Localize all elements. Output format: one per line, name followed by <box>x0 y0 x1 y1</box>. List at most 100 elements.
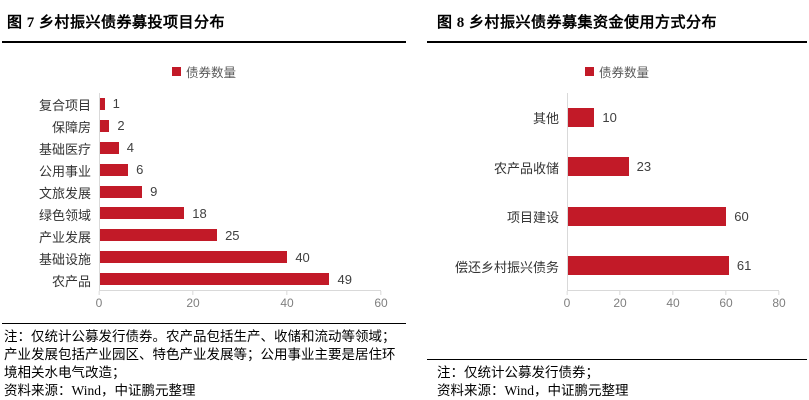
legend-swatch-icon <box>171 66 181 76</box>
figure-7: 图 7 乡村振兴债券募投项目分布 债券数量 复合项目保障房基础医疗公用事业文旅发… <box>2 2 406 400</box>
figure-8-title: 图 8 乡村振兴债券募集资金使用方式分布 <box>437 15 718 31</box>
value-label: 6 <box>136 162 144 178</box>
bar <box>568 206 727 226</box>
category-label: 产业发展 <box>38 229 91 245</box>
bar <box>100 251 288 264</box>
x-tick: 20 <box>186 291 200 310</box>
bar-plot: 10 23 60 61 <box>567 93 779 291</box>
figure-8-chart: 债券数量 其他 农产品收储 项目建设 偿还乡村振兴债务 10 23 60 61 0 20 40 6… <box>427 43 807 313</box>
figure-8-note: 注：仅统计公募发行债券； <box>437 365 599 380</box>
figure-7-note: 注：仅统计公募发行债券。农产品包括生产、收储和流动等领域；产业发展包括产业园区、… <box>4 329 396 380</box>
x-tick-label: 80 <box>772 296 786 310</box>
x-tick-label: 0 <box>95 296 103 310</box>
figure-7-notes: 注：仅统计公募发行债券。农产品包括生产、收储和流动等领域；产业发展包括产业园区、… <box>2 324 406 400</box>
figure-7-legend: 债券数量 <box>2 63 406 80</box>
figure-7-bottom-divider <box>2 323 406 324</box>
x-tick-mark <box>380 291 382 295</box>
category-axis: 复合项目保障房基础医疗公用事业文旅发展绿色领域产业发展基础设施农产品 <box>2 93 99 291</box>
x-axis-labels: 0 20 40 60 <box>95 291 388 313</box>
bar-row: 18 <box>100 202 381 224</box>
figure-7-title-divider <box>2 41 406 43</box>
bar <box>100 141 119 154</box>
value-label: 40 <box>295 249 310 265</box>
x-tick-mark <box>619 291 621 295</box>
category-label: 复合项目 <box>38 97 91 113</box>
bar-row: 9 <box>100 181 381 203</box>
value-label: 25 <box>225 227 240 243</box>
x-tick: 40 <box>666 291 680 310</box>
bar-row: 61 <box>568 241 779 290</box>
category-label: 绿色领域 <box>38 207 91 223</box>
x-tick: 0 <box>563 291 571 310</box>
figure-8-legend: 债券数量 <box>427 63 807 80</box>
category-label: 偿还乡村振兴债务 <box>454 259 559 275</box>
category-label: 文旅发展 <box>38 185 91 201</box>
category-axis: 其他农产品收储项目建设偿还乡村振兴债务 <box>427 93 567 291</box>
bar-row: 10 <box>568 93 779 142</box>
legend-label: 债券数量 <box>185 65 236 80</box>
x-tick-mark <box>286 291 288 295</box>
figure-8-source: 资料来源：Wind，中证鹏元整理 <box>437 383 629 398</box>
figure-7-source: 资料来源：Wind，中证鹏元整理 <box>4 383 196 398</box>
bar-row: 1 <box>100 93 381 115</box>
value-label: 49 <box>337 271 352 287</box>
value-label: 2 <box>117 118 125 134</box>
bar <box>100 163 129 176</box>
x-tick-label: 60 <box>374 296 388 310</box>
bar-plot: 1 2 4 6 9 18 25 40 49 <box>99 93 381 291</box>
x-tick: 60 <box>374 291 388 310</box>
x-tick-label: 40 <box>280 296 294 310</box>
x-tick: 60 <box>719 291 733 310</box>
bar-row: 23 <box>568 142 779 191</box>
bar <box>568 255 729 275</box>
x-tick-mark <box>672 291 674 295</box>
figure-8-bottom-divider <box>427 359 807 360</box>
bar <box>100 229 218 242</box>
category-label: 农产品收储 <box>493 160 559 176</box>
x-tick-mark <box>725 291 727 295</box>
value-label: 23 <box>636 159 652 175</box>
bar <box>100 119 110 132</box>
bar <box>568 157 629 177</box>
bar-row: 49 <box>100 268 381 290</box>
value-label: 60 <box>734 208 749 224</box>
value-label: 9 <box>150 184 158 199</box>
category-label: 基础设施 <box>38 251 91 267</box>
category-label: 项目建设 <box>506 210 559 226</box>
spacer <box>2 313 406 323</box>
bar-row: 4 <box>100 137 381 159</box>
category-label: 其他 <box>532 111 559 127</box>
x-tick: 0 <box>95 291 103 310</box>
x-tick-label: 20 <box>186 296 200 310</box>
figure-8-plot-area: 其他农产品收储项目建设偿还乡村振兴债务 10 23 60 61 <box>427 93 807 291</box>
category-label: 保障房 <box>51 119 91 135</box>
x-tick: 40 <box>280 291 294 310</box>
x-tick-mark <box>566 291 568 295</box>
figure-7-chart: 债券数量 复合项目 保障房 基础医疗 公用事业 文旅发展 绿色领域 产业发展 基础设施 农产品 … <box>2 43 406 313</box>
x-tick-mark <box>192 291 194 295</box>
figure-8-notes: 注：仅统计公募发行债券； 资料来源：Wind，中证鹏元整理 <box>427 360 807 400</box>
figure-7-title: 图 7 乡村振兴债券募投项目分布 <box>7 15 226 31</box>
bar <box>100 273 330 286</box>
x-tick: 80 <box>772 291 786 310</box>
bar-row: 2 <box>100 115 381 137</box>
x-tick-label: 60 <box>719 296 733 310</box>
bar-row: 25 <box>100 224 381 246</box>
bar-row: 6 <box>100 159 381 181</box>
bar <box>568 108 595 128</box>
category-label: 公用事业 <box>38 163 91 179</box>
value-label: 18 <box>192 205 207 221</box>
bar <box>100 207 185 220</box>
legend-label: 债券数量 <box>598 65 649 80</box>
x-tick-label: 0 <box>563 296 571 310</box>
bar <box>100 185 143 198</box>
figure-8: 图 8 乡村振兴债券募集资金使用方式分布 债券数量 其他农产品收储项目建设偿还乡… <box>427 2 807 400</box>
figure-8-title-divider <box>427 41 807 43</box>
bar-row: 60 <box>568 192 779 241</box>
x-tick-mark <box>98 291 100 295</box>
value-label: 10 <box>602 110 617 126</box>
value-label: 61 <box>736 257 752 273</box>
x-axis-labels: 0 20 40 60 80 <box>563 291 786 313</box>
category-label: 农产品 <box>51 273 91 289</box>
category-label: 基础医疗 <box>38 141 91 157</box>
